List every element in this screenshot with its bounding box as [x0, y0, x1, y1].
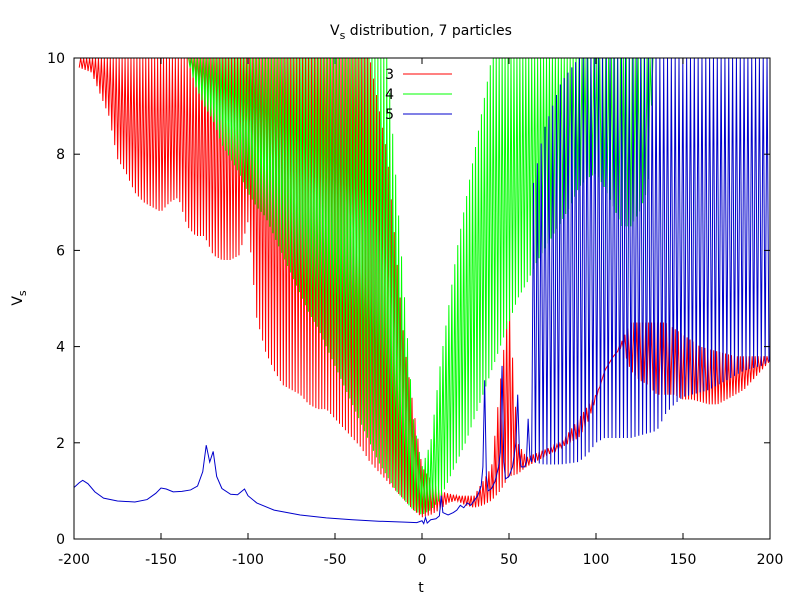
x-tick-label: 200: [757, 552, 784, 568]
y-tick-label: 6: [56, 243, 65, 259]
series-line-oscillation: [531, 58, 770, 465]
ticks-layer: -200 -150 -100 -50 0 50 100 150 200 0 2 4 6 8 10: [47, 51, 783, 568]
series-group: [74, 58, 770, 525]
x-axis-label: t: [418, 580, 424, 596]
chart-title-rest: distribution, 7 particles: [345, 23, 512, 39]
chart-title-sub: s: [340, 29, 346, 42]
legend-label: 5: [385, 107, 394, 123]
y-axis-label-main: V: [10, 296, 26, 306]
y-tick-label: 10: [47, 51, 65, 67]
x-tick-label: -100: [232, 552, 264, 568]
x-tick-label: 0: [418, 552, 427, 568]
y-axis-label: Vs: [10, 290, 29, 306]
x-tick-label: -50: [324, 552, 347, 568]
y-tick-label: 8: [56, 147, 65, 163]
x-tick-label: 150: [670, 552, 697, 568]
legend: 3 4 5: [385, 67, 452, 123]
series-5: [74, 58, 770, 525]
x-tick-label: -200: [58, 552, 90, 568]
legend-label: 4: [385, 87, 394, 103]
series-line: [74, 365, 533, 525]
chart-title-main: V: [330, 23, 340, 39]
y-axis-label-sub: s: [16, 290, 29, 296]
y-tick-label: 2: [56, 436, 65, 452]
y-tick-label: 4: [56, 340, 65, 356]
legend-label: 3: [385, 67, 394, 83]
x-tick-label: 50: [500, 552, 518, 568]
y-tick-label: 0: [56, 532, 65, 548]
x-tick-label: -150: [145, 552, 177, 568]
chart-title: Vs distribution, 7 particles: [330, 23, 512, 42]
series-layer: [74, 58, 770, 525]
x-tick-label: 100: [583, 552, 610, 568]
